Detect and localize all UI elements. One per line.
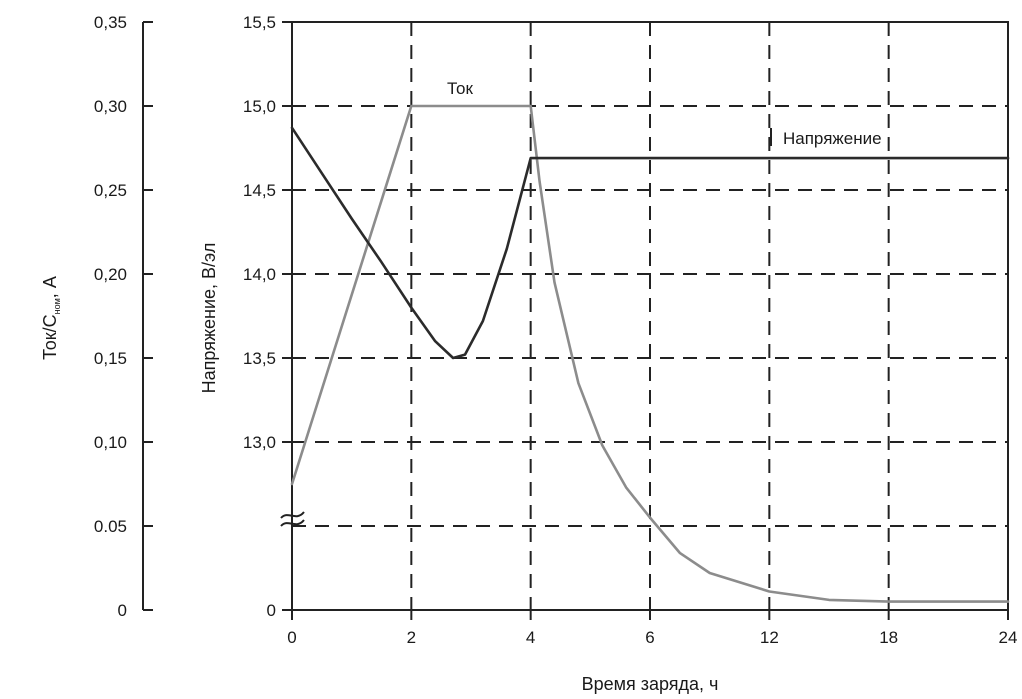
current-axis-title-main: Ток/С xyxy=(40,314,60,359)
series-layer xyxy=(290,104,1010,603)
current-axis-ticks: 0,35 0,30 0,25 0,20 0,15 0,10 0.05 0 xyxy=(94,13,153,620)
time-tick-label: 12 xyxy=(760,628,779,647)
voltage-axis-title: Напряжение, В/эл xyxy=(199,243,219,394)
current-tick-label: 0,20 xyxy=(94,265,127,284)
current-series-line xyxy=(290,104,1010,603)
time-tick-label: 0 xyxy=(287,628,296,647)
time-tick-label: 18 xyxy=(879,628,898,647)
time-axis-ticks: 0 2 4 6 12 18 24 xyxy=(287,610,1017,647)
voltage-tick-label: 13,0 xyxy=(243,433,276,452)
plot-grid xyxy=(292,22,1008,610)
current-axis-title-sub: ном xyxy=(52,298,62,314)
voltage-tick-label: 0 xyxy=(267,601,276,620)
current-annotation: Ток xyxy=(447,79,474,98)
voltage-tick-label: 15,0 xyxy=(243,97,276,116)
axis-break-mark xyxy=(280,511,305,527)
voltage-axis-ticks: 15,5 15,0 14,5 14,0 13,5 13,0 0 xyxy=(243,13,292,620)
time-axis-title: Время заряда, ч xyxy=(582,674,719,694)
plot-frame xyxy=(291,21,1009,611)
time-tick-label: 4 xyxy=(526,628,535,647)
current-tick-label: 0,35 xyxy=(94,13,127,32)
current-tick-label: 0.05 xyxy=(94,517,127,536)
time-tick-label: 24 xyxy=(999,628,1018,647)
current-tick-label: 0 xyxy=(118,601,127,620)
time-tick-label: 2 xyxy=(407,628,416,647)
current-tick-label: 0,10 xyxy=(94,433,127,452)
time-tick-label: 6 xyxy=(645,628,654,647)
current-tick-label: 0,15 xyxy=(94,349,127,368)
current-tick-label: 0,30 xyxy=(94,97,127,116)
current-axis-title: Ток/Сном, А xyxy=(40,276,62,360)
current-axis-title-unit: , А xyxy=(40,276,60,298)
voltage-tick-label: 13,5 xyxy=(243,349,276,368)
voltage-tick-label: 15,5 xyxy=(243,13,276,32)
voltage-tick-label: 14,0 xyxy=(243,265,276,284)
voltage-annotation: Напряжение xyxy=(783,129,882,148)
current-tick-label: 0,25 xyxy=(94,181,127,200)
voltage-tick-label: 14,5 xyxy=(243,181,276,200)
voltage-series-line xyxy=(290,126,1010,360)
